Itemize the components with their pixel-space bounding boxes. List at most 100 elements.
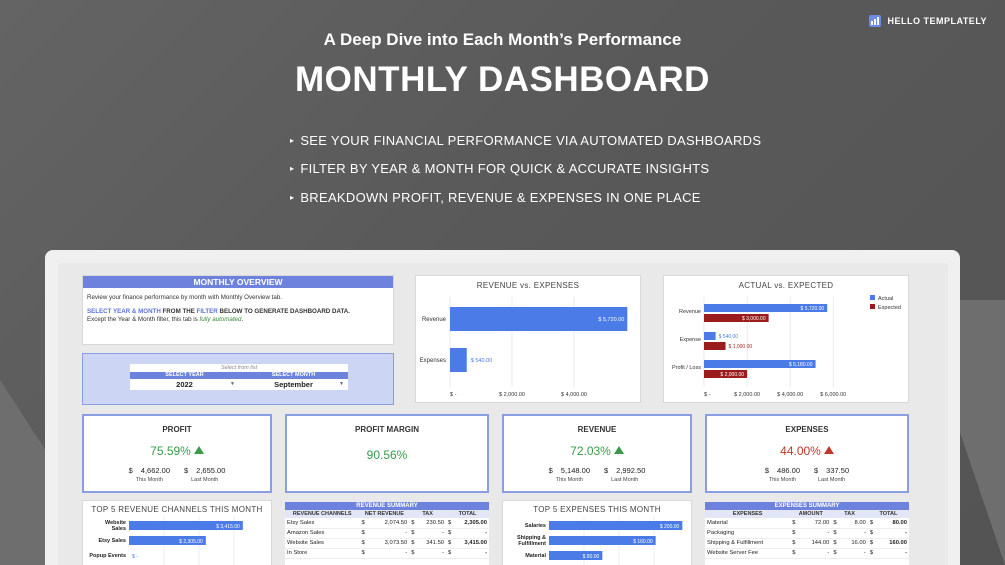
bar-expected: [704, 314, 769, 322]
kpi-title: PROFIT: [162, 425, 192, 434]
table-cell: $: [867, 528, 879, 539]
brand-logo: HELLO TEMPLATELY: [869, 15, 987, 27]
table-cell: 3,415.00: [455, 538, 489, 549]
top-expenses-chart: Salaries $ 200.00 Shipping &Fulfillment $ 1…: [517, 516, 683, 565]
table-row: Material $72.00 $8.00 $80.00: [705, 518, 909, 529]
year-select[interactable]: 2022 ▼: [176, 380, 235, 389]
bar-actual: [704, 332, 716, 340]
category-label: Revenue: [422, 317, 447, 323]
table-title: EXPENSES SUMMARY: [705, 502, 909, 510]
tick-label: $ 2,000.00: [734, 392, 760, 398]
chart-title: TOP 5 REVENUE CHANNELS THIS MONTH: [91, 505, 263, 514]
expenses-card: EXPENSES 44.00% $486.00 This Month $337.5…: [705, 414, 909, 493]
table-cell: 8.00: [841, 518, 868, 529]
data-label: $ 3,415.00: [216, 524, 240, 530]
this-month-value: 486.00: [777, 466, 800, 475]
kpi-title: REVENUE: [577, 425, 617, 434]
table-cell: In Store: [285, 548, 360, 559]
profit-margin-card: PROFIT MARGIN 90.56%: [285, 414, 489, 493]
table-row: Etsy Sales $2,074.50 $230.50 $2,305.00: [285, 518, 489, 529]
bullet-icon: ▸: [290, 135, 295, 145]
table-cell: 230.50: [418, 518, 447, 529]
chart-title: TOP 5 EXPENSES THIS MONTH: [533, 505, 661, 514]
category-label: Website: [105, 520, 126, 526]
table-row: Shipping & Fulfillment $144.00 $16.00 $160.…: [705, 538, 909, 549]
kpi-change: 75.59%: [84, 444, 270, 458]
table-cell: -: [878, 528, 909, 539]
last-month-value: 2,655.00: [196, 466, 226, 475]
feature-item: ▸ BREAKDOWN PROFIT, REVENUE & EXPENSES IN…: [290, 189, 701, 205]
bar-expected: [704, 370, 748, 378]
category-label: Popup Events: [89, 553, 126, 559]
table-cell: $: [409, 548, 419, 559]
this-month-value: 5,148.00: [560, 466, 590, 475]
data-label: $ 5,180.00: [789, 362, 813, 368]
table-cell: 2,074.50: [370, 518, 410, 529]
bar-expected: [704, 342, 726, 350]
table-cell: $: [831, 538, 842, 549]
category-label: Sales: [112, 526, 126, 532]
data-label: $ 80.00: [583, 554, 600, 560]
hero-title: MONTHLY DASHBOARD: [295, 60, 710, 99]
table-cell: 3,073.50: [370, 538, 410, 549]
expenses-summary-table: EXPENSES AMOUNT TAX TOTAL Material $72.00…: [705, 510, 909, 559]
monthly-overview-card: MONTHLY OVERVIEW Review your finance per…: [82, 275, 394, 345]
month-select[interactable]: September ▼: [274, 380, 344, 389]
table-cell: $: [790, 538, 801, 549]
table-cell: 144.00: [800, 538, 832, 549]
table-cell: -: [800, 548, 832, 559]
table-cell: 160.00: [878, 538, 909, 549]
data-label: $ 1,000.00: [729, 344, 753, 350]
table-cell: $: [790, 548, 801, 559]
chart-title: REVENUE vs. EXPENSES: [476, 281, 580, 290]
table-cell: $: [359, 538, 371, 549]
trend-up-icon: [193, 446, 204, 454]
top-expenses-card: TOP 5 EXPENSES THIS MONTH Salaries $ 200.…: [502, 500, 692, 565]
tick-label: $ 2,000.00: [499, 392, 525, 398]
tick-label: $ 4,000.00: [561, 392, 587, 398]
table-cell: Website Server Fee: [705, 548, 791, 559]
table-cell: -: [455, 528, 489, 539]
bar: [129, 521, 243, 530]
table-cell: 341.50: [418, 538, 447, 549]
table-cell: $: [831, 518, 842, 529]
bar-actual: [704, 360, 816, 368]
data-label: $ 2,000.00: [720, 372, 744, 378]
kpi-change: 44.00%: [707, 444, 907, 458]
feature-list: ▸ SEE YOUR FINANCIAL PERFORMANCE VIA AUTO…: [290, 126, 761, 212]
bullet-icon: ▸: [290, 192, 295, 202]
category-label: Fulfillment: [518, 541, 546, 547]
legend-swatch: [870, 295, 875, 300]
category-label: Expenses: [420, 358, 446, 364]
data-label: $ 5,720.00: [801, 306, 825, 312]
tick-label: $ 4,000.00: [777, 392, 803, 398]
data-label: $ 160.00: [633, 539, 653, 545]
category-label: Expense: [680, 337, 701, 343]
table-cell: -: [455, 548, 489, 559]
table-cell: $: [446, 518, 456, 529]
tick-label: $ 6,000.00: [820, 392, 846, 398]
category-label: Salaries: [525, 523, 546, 529]
table-cell: $: [409, 538, 419, 549]
bar: [549, 536, 656, 545]
data-label: $ 2,305.00: [179, 539, 203, 545]
profit-card: PROFIT 75.59% $4,662.00 This Month $2,655…: [82, 414, 272, 493]
actual-vs-expected-card: ACTUAL vs. EXPECTED $ - $ 2,000.00 $ 4,000…: [663, 275, 909, 403]
select-year-label: SELECT YEAR: [130, 372, 239, 379]
bar: [129, 536, 206, 545]
data-label: $ 200.00: [660, 524, 680, 530]
table-cell: Packaging: [705, 528, 791, 539]
table-cell: 80.00: [878, 518, 909, 529]
table-cell: $: [867, 538, 879, 549]
feature-item: ▸ FILTER BY YEAR & MONTH FOR QUICK & ACCU…: [290, 161, 710, 177]
table-cell: Etsy Sales: [285, 518, 360, 529]
data-label: $ 540.00: [471, 358, 492, 364]
chart-title: ACTUAL vs. EXPECTED: [738, 281, 834, 290]
revenue-summary-table: REVENUE CHANNELS NET REVENUE TAX TOTAL E…: [285, 510, 489, 559]
category-label: Shipping &: [517, 535, 546, 541]
table-row: Website Sales $3,073.50 $341.50 $3,415.00: [285, 538, 489, 549]
table-cell: 72.00: [800, 518, 832, 529]
bar: [549, 521, 683, 530]
table-row: In Store $ - $ - $ -: [285, 548, 489, 559]
data-label: $ 3,000.00: [742, 316, 766, 322]
